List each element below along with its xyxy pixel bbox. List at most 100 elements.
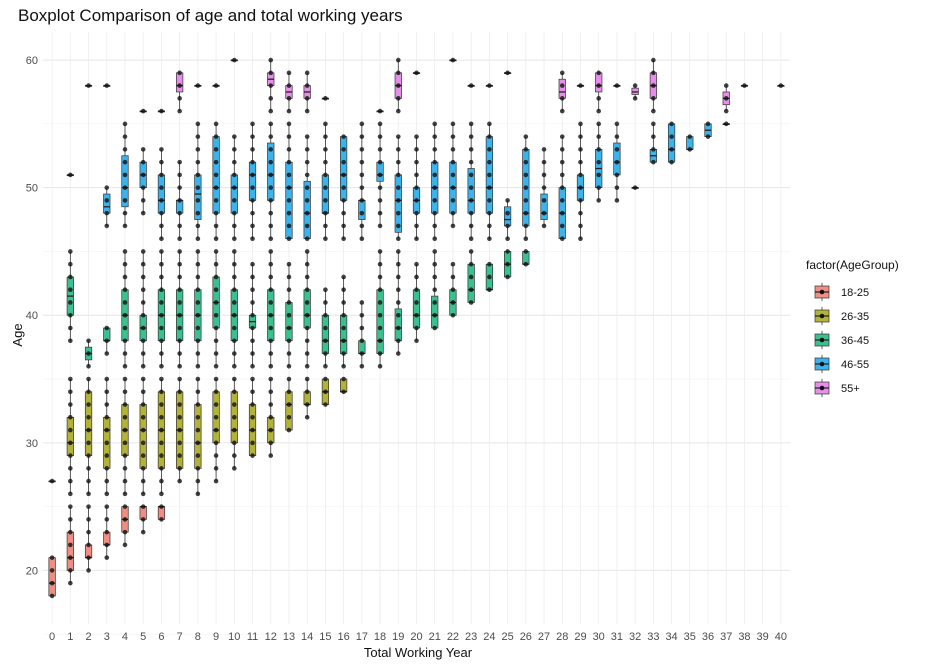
data-point	[468, 198, 474, 203]
data-point	[177, 478, 182, 484]
data-point	[359, 312, 365, 318]
box-rect	[157, 174, 166, 214]
box-rect	[321, 174, 330, 214]
data-point	[104, 529, 110, 535]
data-point	[86, 363, 91, 369]
data-point	[122, 440, 128, 446]
box-26-35-x2	[84, 376, 93, 497]
data-point	[341, 159, 346, 165]
legend-point	[819, 361, 825, 367]
data-point	[213, 223, 219, 229]
data-point	[614, 198, 620, 203]
x-tick-label: 4	[122, 631, 128, 643]
data-point	[177, 427, 182, 433]
data-point	[159, 440, 164, 446]
x-tick-label: 36	[702, 631, 714, 643]
data-point	[304, 172, 310, 178]
x-tick-label: 19	[392, 631, 404, 643]
data-point	[414, 287, 419, 293]
data-point	[232, 427, 237, 433]
data-point	[86, 338, 91, 344]
data-point	[414, 198, 419, 203]
box-rect	[376, 289, 384, 354]
x-axis-title: Total Working Year	[364, 645, 473, 660]
data-point	[341, 134, 346, 139]
data-point	[68, 504, 73, 509]
data-point	[395, 300, 401, 305]
box-26-35-x15	[321, 376, 330, 407]
data-point	[159, 210, 164, 216]
x-tick-label: 34	[665, 631, 677, 643]
data-point	[487, 185, 492, 190]
data-point	[195, 121, 201, 127]
data-point	[250, 415, 255, 420]
data-point	[104, 338, 110, 344]
box-rect	[103, 193, 111, 214]
data-point	[541, 159, 547, 165]
data-point	[104, 466, 110, 471]
data-point	[450, 134, 456, 139]
data-point	[86, 427, 91, 433]
box-36-45-x14	[303, 249, 311, 369]
data-point	[268, 402, 274, 407]
data-point	[286, 134, 292, 139]
data-point	[86, 415, 91, 420]
data-point	[377, 172, 383, 178]
data-point	[104, 389, 110, 395]
data-point	[304, 402, 310, 407]
box-46-55-x9	[212, 121, 220, 241]
data-point	[68, 517, 73, 522]
data-point	[359, 134, 365, 139]
box-36-45-x22	[449, 261, 457, 318]
box-55+-x10	[230, 57, 238, 63]
data-point	[304, 287, 310, 293]
data-point	[232, 57, 237, 63]
box-36-45-x6	[157, 249, 166, 369]
data-point	[122, 504, 128, 509]
data-point	[68, 376, 73, 382]
box-55+-x33	[649, 57, 657, 114]
data-point	[559, 223, 565, 229]
x-tick-label: 15	[319, 631, 331, 643]
data-point	[432, 274, 438, 280]
data-point	[450, 147, 456, 152]
data-point	[596, 108, 601, 114]
data-point	[395, 312, 401, 318]
data-point	[86, 555, 91, 560]
data-point	[578, 236, 583, 241]
data-point	[140, 172, 146, 178]
data-point	[304, 376, 310, 382]
data-point	[596, 185, 601, 190]
data-point	[268, 351, 274, 356]
box-55+-x3	[103, 83, 111, 88]
data-point	[432, 210, 438, 216]
data-point	[213, 185, 219, 190]
data-point	[341, 210, 346, 216]
data-point	[104, 427, 110, 433]
data-point	[268, 300, 274, 305]
data-point	[195, 402, 201, 407]
data-point	[323, 210, 328, 216]
box-46-55-x4	[121, 121, 129, 229]
data-point	[432, 185, 438, 190]
data-point	[140, 466, 146, 471]
data-point	[177, 261, 182, 267]
data-point	[286, 108, 292, 114]
data-point	[268, 70, 274, 76]
data-point	[232, 300, 237, 305]
box-55+-x31	[613, 83, 621, 88]
data-point	[268, 415, 274, 420]
data-point	[632, 96, 638, 101]
data-point	[614, 147, 620, 152]
data-point	[505, 198, 510, 203]
data-point	[559, 198, 565, 203]
data-point	[559, 236, 565, 241]
data-point	[213, 287, 219, 293]
data-point	[669, 159, 674, 165]
data-point	[723, 108, 729, 114]
data-point	[523, 261, 529, 267]
data-point	[140, 351, 146, 356]
data-point	[122, 491, 128, 497]
data-point	[250, 172, 255, 178]
data-point	[468, 134, 474, 139]
